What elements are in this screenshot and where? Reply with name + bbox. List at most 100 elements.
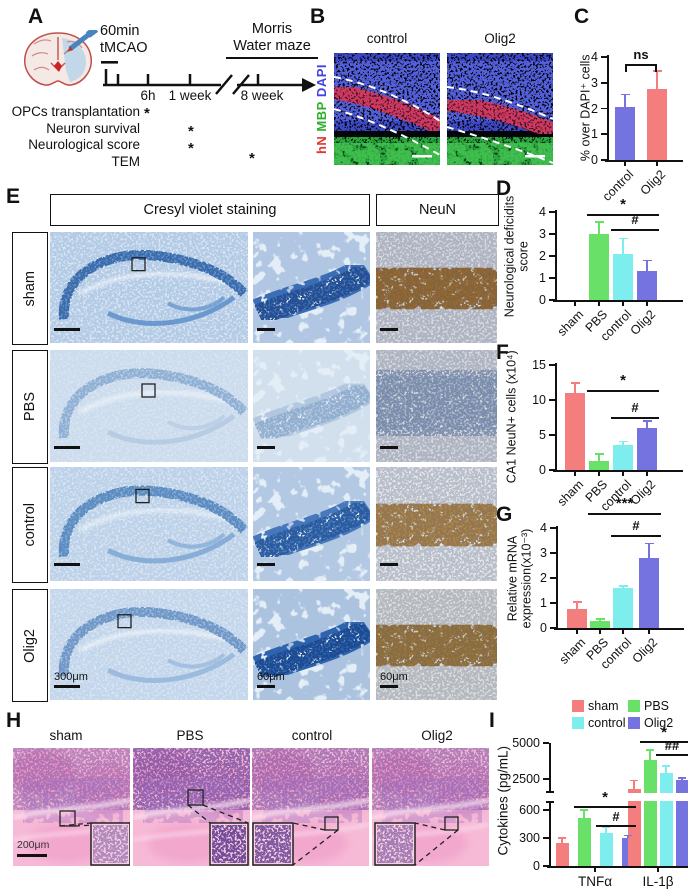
stain-dapi: DAPI (314, 63, 329, 98)
timeline-row-labels: OPCs transplantation Neuron survival Neu… (4, 104, 140, 170)
panel-d-label: D (496, 177, 512, 200)
legend-label-sham: sham (588, 699, 619, 713)
x-axis (547, 866, 688, 868)
scalebar-200um-bar (17, 854, 47, 857)
bar-control (613, 444, 633, 470)
panel-h-label: H (6, 709, 22, 732)
sig-line (611, 417, 659, 419)
error-bar-IL-1β-Olig2 (681, 778, 683, 781)
y-tick-3: 3 (591, 75, 598, 90)
stain-hn: hN (314, 135, 329, 155)
panel-a-label: A (28, 5, 44, 28)
row-opcs: OPCs transplantation (11, 104, 140, 119)
y-axis-label-I: Cytokines (pg/mL) (495, 746, 511, 856)
scalebar-200um: 200μm (17, 839, 50, 851)
scale-bar (257, 685, 275, 688)
neun-image-pbs (376, 350, 497, 462)
error-bar-TNFα-control (605, 826, 607, 834)
maze-label-1: Morris (251, 21, 293, 37)
legend-label-control: control (588, 716, 626, 730)
error-bar-TNFα-PBS (583, 810, 585, 818)
y-tick-2: 2 (591, 101, 598, 116)
bar-sham (565, 393, 585, 470)
y-tick-0: 0 (540, 621, 547, 635)
cytokine-legend: sham PBS control Olig2 (570, 700, 688, 736)
bar-control (613, 253, 633, 300)
axis-break-band (553, 793, 688, 801)
error-bar-TNFα-sham (561, 838, 563, 844)
row-label-olig2: Olig2 (12, 589, 48, 702)
y-tick-4: 4 (591, 50, 598, 64)
chart-ca1-neun-cells: 0 5 10 15 sham PBS control Olig2 * # (532, 358, 683, 514)
panel-g-label: G (496, 503, 513, 526)
sig-line (640, 741, 688, 743)
error-bar-IL-1β-sham (633, 780, 635, 789)
panel-i-label: I (489, 709, 495, 732)
scalebar-300um: 300μm (54, 671, 88, 683)
error-bar-control (622, 441, 624, 445)
bar-PBS (589, 234, 609, 300)
chart-cytokines: 0 300 600 2500 5000 TNFα * # IL-1β * ## (512, 725, 688, 889)
bar-control (613, 588, 633, 628)
panel-e-label: E (6, 185, 21, 208)
sig-label: * (620, 372, 626, 389)
row-neurological-score: Neurological score (28, 137, 140, 152)
y-tick-15: 15 (532, 358, 546, 372)
y-axis-label-C: % over DAPI⁺ cells (578, 54, 593, 162)
scalebar-60um-2: 60μm (380, 671, 408, 683)
scale-bar (257, 328, 275, 331)
axis-break-cap (546, 791, 554, 793)
y-tick-0: 0 (539, 463, 546, 477)
sig-label: # (631, 400, 639, 415)
error-bar-PBS (598, 221, 600, 234)
sig-line (611, 229, 659, 231)
fluorescence-image-control (334, 53, 440, 165)
axis-break-cap (546, 801, 554, 803)
error-bar-Olig2 (656, 71, 658, 90)
y-tick-300: 300 (519, 831, 540, 845)
panel-c-label: C (574, 5, 590, 28)
error-bar-sham (574, 383, 576, 393)
sig-line (588, 513, 661, 515)
x-axis (553, 300, 683, 302)
h-title-olig2: Olig2 (421, 728, 453, 743)
y-axis (556, 526, 558, 629)
y-axis-upper (549, 743, 551, 792)
scale-bar (257, 563, 275, 566)
header-neun: NeuN (376, 194, 499, 226)
y-axis-label-F: CA1 NeuN+ cells (x10⁴) (504, 350, 519, 484)
error-bar-control (622, 238, 624, 254)
row-label-pbs: PBS (12, 350, 48, 464)
sig-line (587, 390, 659, 392)
cresyl-zoom-control (253, 467, 370, 581)
cresyl-zoom-sham (253, 232, 370, 343)
row-label-sham: sham (12, 232, 48, 345)
y-tick-1: 1 (539, 271, 546, 285)
legend-label-PBS: PBS (644, 699, 670, 713)
cresyl-overview-sham (50, 232, 248, 343)
y-tick-4: 4 (539, 205, 546, 219)
error-bar-TNFα-Olig2 (627, 835, 629, 839)
error-bar-IL-1β-PBS (649, 750, 651, 760)
tick-6h: 6h (140, 88, 156, 103)
he-image-pbs (133, 748, 250, 866)
error-bar-Olig2 (648, 543, 650, 558)
x-axis (553, 470, 683, 472)
y-axis (555, 363, 557, 471)
cresyl-overview-pbs (50, 350, 248, 462)
b-title-control: control (366, 31, 408, 46)
y-tick-2: 2 (539, 249, 546, 263)
scalebar-60um-1: 60μm (257, 671, 285, 683)
scale-bar (380, 563, 398, 566)
bar-TNFα-control (599, 833, 613, 866)
bar-Olig2 (637, 428, 657, 470)
row-neuron-survival: Neuron survival (46, 120, 140, 136)
cresyl-zoom-olig2 (253, 589, 370, 700)
tmcao-label: tMCAO (100, 40, 148, 56)
cresyl-zoom-pbs (253, 350, 370, 462)
sig-label: # (612, 809, 620, 824)
legend-swatch-PBS (628, 700, 640, 712)
error-bar-sham (576, 601, 578, 609)
bar-IL-1β-sham (627, 788, 641, 866)
bar-PBS (589, 460, 609, 470)
